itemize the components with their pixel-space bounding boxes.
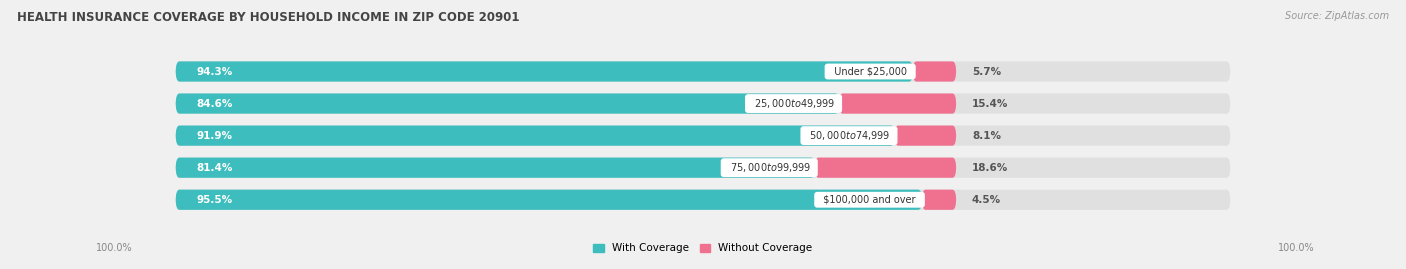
FancyBboxPatch shape bbox=[176, 190, 1230, 210]
Text: 94.3%: 94.3% bbox=[197, 66, 233, 76]
FancyBboxPatch shape bbox=[176, 126, 1230, 146]
FancyBboxPatch shape bbox=[815, 158, 956, 178]
Text: $75,000 to $99,999: $75,000 to $99,999 bbox=[724, 161, 815, 174]
Text: 15.4%: 15.4% bbox=[972, 98, 1008, 109]
Text: $100,000 and over: $100,000 and over bbox=[817, 195, 922, 205]
Text: 100.0%: 100.0% bbox=[96, 243, 132, 253]
Text: 8.1%: 8.1% bbox=[972, 131, 1001, 141]
FancyBboxPatch shape bbox=[922, 190, 956, 210]
Text: 18.6%: 18.6% bbox=[972, 163, 1008, 173]
Text: HEALTH INSURANCE COVERAGE BY HOUSEHOLD INCOME IN ZIP CODE 20901: HEALTH INSURANCE COVERAGE BY HOUSEHOLD I… bbox=[17, 11, 519, 24]
Text: 91.9%: 91.9% bbox=[197, 131, 233, 141]
FancyBboxPatch shape bbox=[176, 158, 1230, 178]
Text: 100.0%: 100.0% bbox=[1278, 243, 1315, 253]
Text: 81.4%: 81.4% bbox=[197, 163, 233, 173]
FancyBboxPatch shape bbox=[176, 93, 1230, 114]
Text: 95.5%: 95.5% bbox=[197, 195, 233, 205]
Text: $25,000 to $49,999: $25,000 to $49,999 bbox=[748, 97, 839, 110]
FancyBboxPatch shape bbox=[894, 126, 956, 146]
Text: $50,000 to $74,999: $50,000 to $74,999 bbox=[803, 129, 894, 142]
FancyBboxPatch shape bbox=[839, 93, 956, 114]
FancyBboxPatch shape bbox=[176, 126, 894, 146]
Text: 84.6%: 84.6% bbox=[197, 98, 233, 109]
Text: 4.5%: 4.5% bbox=[972, 195, 1001, 205]
FancyBboxPatch shape bbox=[176, 61, 912, 82]
Text: Source: ZipAtlas.com: Source: ZipAtlas.com bbox=[1285, 11, 1389, 21]
Text: Under $25,000: Under $25,000 bbox=[828, 66, 912, 76]
FancyBboxPatch shape bbox=[176, 158, 815, 178]
FancyBboxPatch shape bbox=[176, 190, 922, 210]
Legend: With Coverage, Without Coverage: With Coverage, Without Coverage bbox=[593, 243, 813, 253]
FancyBboxPatch shape bbox=[912, 61, 956, 82]
FancyBboxPatch shape bbox=[176, 61, 1230, 82]
Text: 5.7%: 5.7% bbox=[972, 66, 1001, 76]
FancyBboxPatch shape bbox=[176, 93, 839, 114]
